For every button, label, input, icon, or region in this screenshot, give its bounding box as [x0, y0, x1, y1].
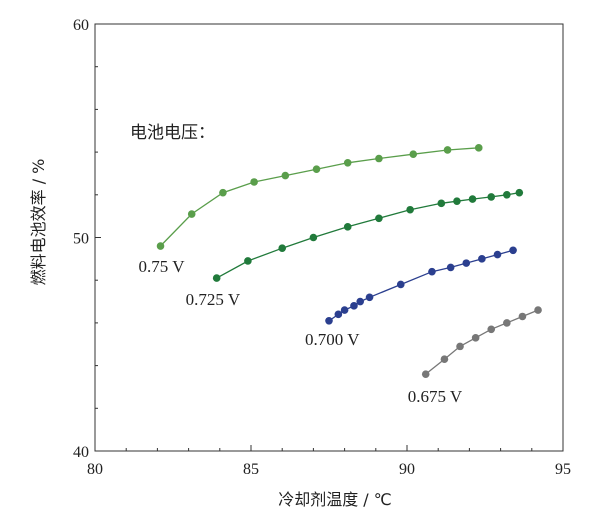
- x-tick-label: 90: [399, 461, 415, 478]
- series-0-725-V: 0.725 V: [186, 188, 524, 309]
- data-point: [428, 267, 436, 276]
- series-label: 0.75 V: [139, 257, 186, 276]
- data-point: [406, 205, 414, 214]
- data-point: [453, 197, 461, 206]
- data-point: [187, 210, 196, 218]
- data-point: [340, 306, 349, 314]
- series-line: [160, 147, 479, 247]
- series-line: [328, 249, 514, 322]
- series-0-700-V: 0.700 V: [305, 246, 517, 349]
- data-point: [437, 199, 446, 208]
- data-point: [278, 244, 287, 252]
- data-point: [375, 154, 383, 163]
- x-tick-label: 95: [555, 461, 571, 478]
- y-tick-label: 50: [73, 231, 89, 248]
- y-tick-label: 60: [73, 17, 89, 34]
- series-label: 0.675 V: [408, 387, 463, 406]
- data-point: [462, 259, 471, 267]
- data-point: [375, 214, 383, 223]
- data-point: [468, 195, 477, 203]
- data-point: [421, 370, 430, 378]
- y-axis-title: 燃料电池效率 / %: [29, 159, 48, 286]
- series-0-675-V: 0.675 V: [408, 306, 542, 406]
- data-point: [281, 171, 290, 180]
- data-point: [244, 257, 252, 265]
- data-point: [471, 334, 480, 342]
- data-point: [343, 223, 352, 231]
- data-point: [343, 158, 352, 167]
- data-point: [456, 342, 464, 351]
- plot-frame: [94, 23, 564, 452]
- data-point: [212, 274, 221, 282]
- data-point: [534, 306, 542, 314]
- data-point: [440, 355, 449, 363]
- data-point: [509, 246, 517, 255]
- data-point: [474, 144, 483, 152]
- axes: 80 85 90 95 40 50 60: [73, 17, 571, 478]
- voltage-annotation: 电池电压：: [130, 123, 215, 143]
- data-point: [325, 316, 333, 325]
- data-point: [503, 191, 511, 199]
- data-point: [396, 280, 405, 289]
- data-point: [350, 302, 358, 310]
- data-point: [478, 255, 486, 263]
- data-point: [493, 250, 502, 259]
- x-axis-title: 冷却剂温度 / ℃: [278, 490, 392, 509]
- data-point: [356, 297, 365, 306]
- data-point: [487, 325, 496, 334]
- series-label: 0.700 V: [305, 330, 360, 349]
- y-tick-label: 40: [73, 444, 89, 461]
- series-0-75-V: 0.75 V: [139, 144, 483, 276]
- data-point: [515, 188, 524, 197]
- x-tick-label: 80: [87, 461, 103, 478]
- x-tick-label: 85: [243, 461, 259, 478]
- data-point: [312, 165, 321, 173]
- data-point: [365, 293, 374, 302]
- data-point: [518, 312, 527, 321]
- data-point: [503, 319, 511, 327]
- series-line: [216, 192, 520, 279]
- data-point: [409, 150, 418, 159]
- data-point: [487, 193, 496, 201]
- series-layer: 0.75 V0.725 V 0.700 V 0.675 V: [139, 144, 542, 406]
- data-point: [250, 178, 258, 186]
- data-point: [446, 263, 455, 272]
- data-point: [156, 242, 165, 250]
- data-point: [219, 188, 227, 197]
- data-point: [334, 310, 343, 319]
- series-label: 0.725 V: [186, 290, 241, 309]
- data-point: [443, 146, 452, 154]
- data-point: [309, 233, 318, 242]
